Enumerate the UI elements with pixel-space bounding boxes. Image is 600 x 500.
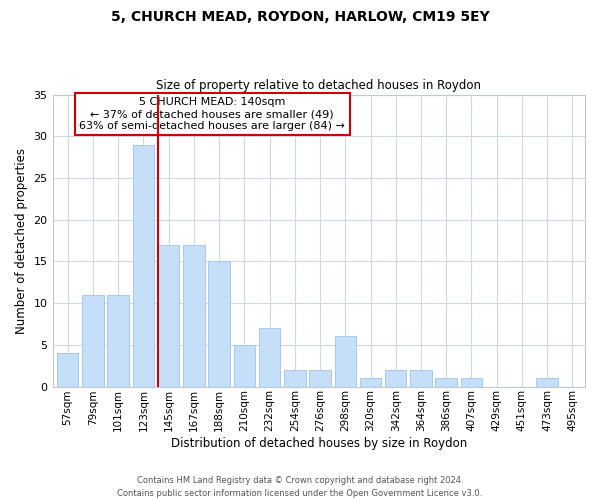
Text: 5, CHURCH MEAD, ROYDON, HARLOW, CM19 5EY: 5, CHURCH MEAD, ROYDON, HARLOW, CM19 5EY [110,10,490,24]
Bar [385,370,406,386]
Bar [410,370,431,386]
Bar [158,244,179,386]
Bar [233,345,255,387]
Text: 5 CHURCH MEAD: 140sqm
← 37% of detached houses are smaller (49)
63% of semi-deta: 5 CHURCH MEAD: 140sqm ← 37% of detached … [79,98,345,130]
Bar [82,295,104,386]
Bar [259,328,280,386]
Bar [133,144,154,386]
Bar [536,378,558,386]
Bar [461,378,482,386]
Bar [436,378,457,386]
Y-axis label: Number of detached properties: Number of detached properties [15,148,28,334]
Bar [310,370,331,386]
Bar [284,370,305,386]
Title: Size of property relative to detached houses in Roydon: Size of property relative to detached ho… [156,79,481,92]
Bar [208,262,230,386]
Bar [360,378,381,386]
Bar [335,336,356,386]
Bar [57,353,79,386]
Bar [107,295,129,386]
X-axis label: Distribution of detached houses by size in Roydon: Distribution of detached houses by size … [170,437,467,450]
Bar [183,244,205,386]
Text: Contains HM Land Registry data © Crown copyright and database right 2024.
Contai: Contains HM Land Registry data © Crown c… [118,476,482,498]
